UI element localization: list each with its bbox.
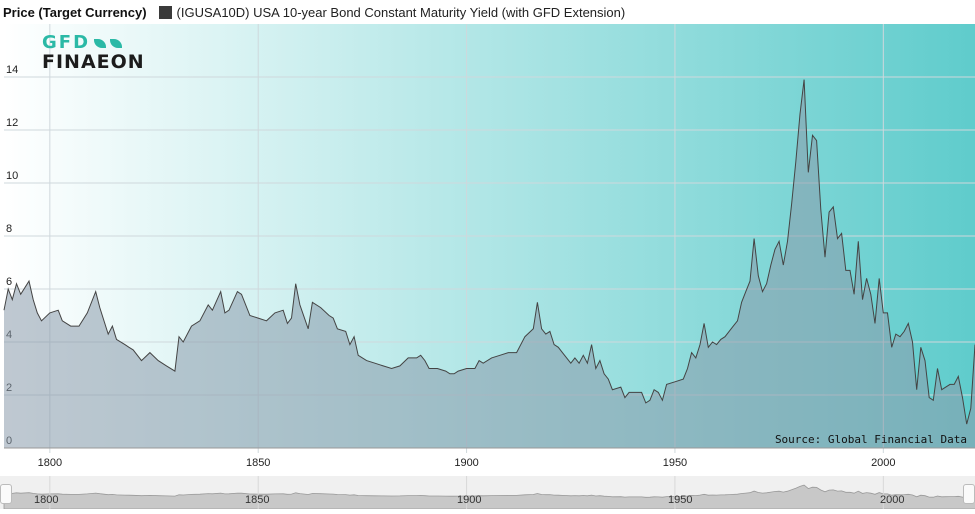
logo-line2: FINAEON <box>42 51 145 73</box>
x-tick-label: 2000 <box>871 457 895 469</box>
navigator-area <box>3 484 975 510</box>
navigator-series <box>3 476 975 510</box>
chart-header: Price (Target Currency) (IGUSA10D) USA 1… <box>0 0 975 24</box>
legend-swatch[interactable] <box>158 5 172 19</box>
navigator-label: 1800 <box>34 494 59 506</box>
x-tick-label: 1950 <box>663 457 687 469</box>
navigator-right-handle[interactable] <box>963 484 975 504</box>
y-tick-label: 6 <box>6 276 12 288</box>
gfd-finaeon-logo: GFD FINAEON <box>42 34 145 73</box>
y-tick-label: 10 <box>6 170 18 182</box>
logo-line1: GFD <box>42 32 91 53</box>
source-text: Source: Global Financial Data <box>774 433 967 446</box>
chart-area: 0246810121418001850190019502000 <box>3 24 975 469</box>
logo-top: GFD <box>42 34 145 52</box>
navigator-label: 1900 <box>457 494 482 506</box>
y-tick-label: 8 <box>6 223 12 235</box>
x-tick-label: 1900 <box>454 457 478 469</box>
y-tick-label: 14 <box>6 64 18 76</box>
navigator-label: 1850 <box>245 494 270 506</box>
navigator-label: 1950 <box>668 494 693 506</box>
legend-label[interactable]: (IGUSA10D) USA 10-year Bond Constant Mat… <box>176 4 626 20</box>
series-line <box>3 79 975 425</box>
leaf-icon <box>110 38 123 48</box>
leaf-icon <box>94 38 107 48</box>
price-title: Price (Target Currency) <box>3 4 147 20</box>
x-tick-label: 1800 <box>38 457 62 469</box>
navigator[interactable] <box>0 476 975 510</box>
x-tick-label: 1850 <box>246 457 270 469</box>
navigator-left-handle[interactable] <box>0 484 12 504</box>
navigator-label: 2000 <box>880 494 905 506</box>
y-tick-label: 12 <box>6 117 18 129</box>
series-area <box>4 79 975 448</box>
